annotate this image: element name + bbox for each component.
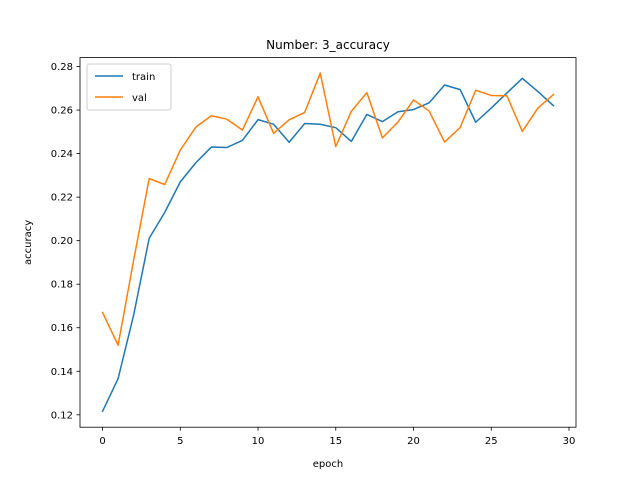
y-tick-label: 0.28 bbox=[51, 62, 73, 73]
legend-label-val: val bbox=[132, 93, 147, 104]
x-tick-label: 15 bbox=[329, 436, 342, 447]
y-tick-label: 0.14 bbox=[51, 367, 73, 378]
series-line-train bbox=[101, 77, 555, 413]
y-tick-label: 0.26 bbox=[51, 106, 73, 117]
y-tick-label: 0.24 bbox=[51, 149, 73, 160]
x-tick-label: 20 bbox=[407, 436, 420, 447]
x-tick-label: 30 bbox=[563, 436, 576, 447]
y-axis-label: accuracy bbox=[23, 220, 34, 265]
plot-area bbox=[101, 72, 555, 413]
y-tick-label: 0.20 bbox=[51, 236, 73, 247]
axes: 0 5 10 15 20 25 30 0.12 0.14 0.16 0.18 0.20 0.22 0.24… bbox=[51, 62, 576, 447]
x-axis-label: epoch bbox=[313, 459, 343, 470]
x-tick-label: 5 bbox=[177, 436, 183, 447]
y-tick-label: 0.16 bbox=[51, 323, 73, 334]
plot-frame bbox=[79, 57, 577, 428]
y-tick-label: 0.22 bbox=[51, 193, 73, 204]
y-tick-label: 0.18 bbox=[51, 280, 73, 291]
x-tick-label: 10 bbox=[252, 436, 265, 447]
x-tick-label: 0 bbox=[99, 436, 105, 447]
x-tick-label: 25 bbox=[485, 436, 498, 447]
chart-title: Number: 3_accuracy bbox=[266, 38, 390, 52]
legend-box bbox=[86, 63, 172, 111]
legend: train val bbox=[86, 63, 172, 111]
legend-label-train: train bbox=[132, 72, 155, 83]
y-tick-label: 0.12 bbox=[51, 410, 73, 421]
series-line-val bbox=[101, 72, 555, 346]
